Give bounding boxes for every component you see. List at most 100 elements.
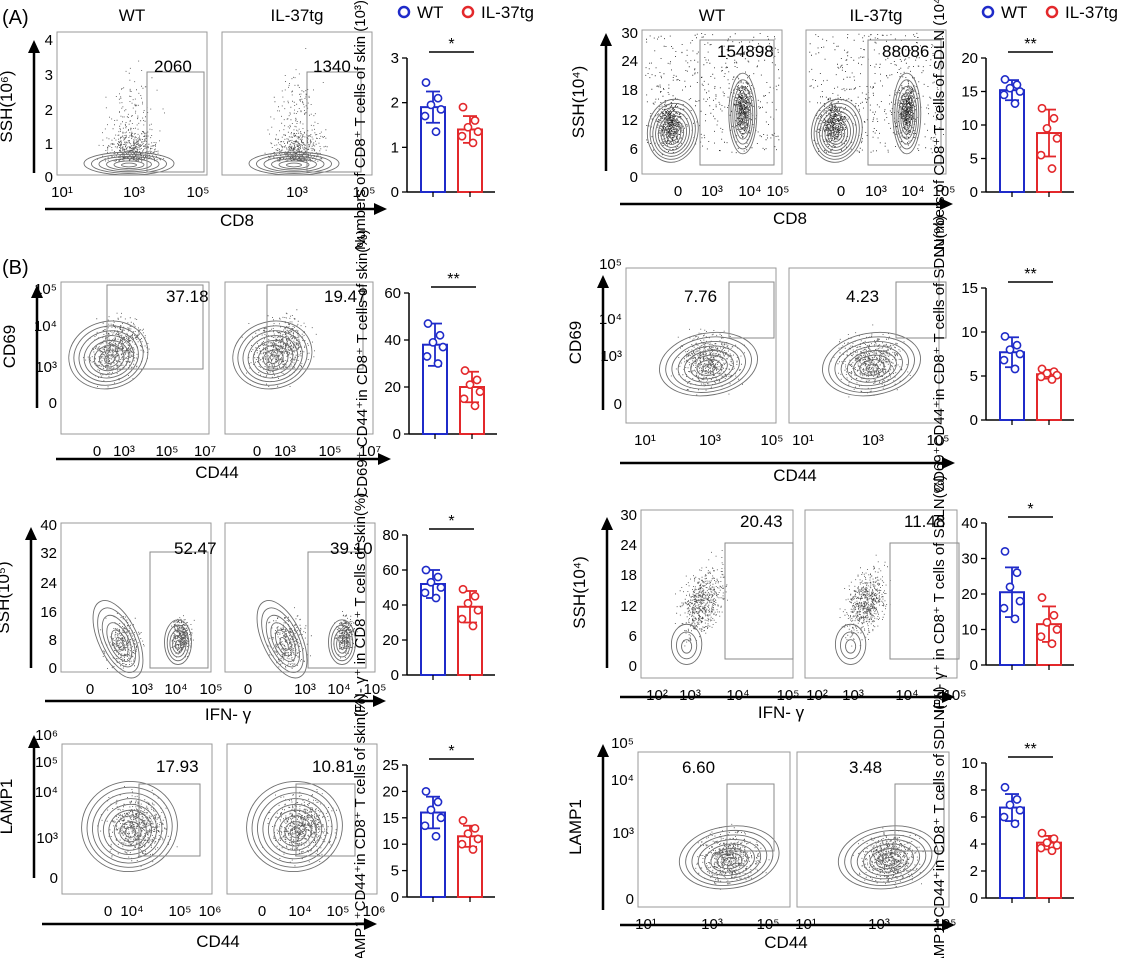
bar-y-axis-title: LAMP1⁺CD44⁺in CD8⁺ T cells of skin(%): [352, 694, 369, 958]
data-point: [1005, 800, 1015, 810]
x-tick-label: 10⁵: [187, 184, 210, 201]
y-tick-label: 6: [629, 628, 637, 645]
y-tick-label: 6: [630, 141, 638, 158]
y-tick-label: 24: [621, 53, 638, 70]
data-point: [420, 821, 430, 831]
x-tick-label: 10²: [806, 687, 828, 704]
flow-plot-frame: [625, 267, 777, 424]
contour-ring: [845, 639, 857, 654]
y-tick-label: 24: [40, 575, 57, 592]
x-tick-label: 10³: [865, 183, 887, 200]
x-arrowhead: [364, 918, 377, 930]
contour-ring: [702, 363, 716, 373]
bar-y-tick-label: 40: [961, 515, 978, 532]
x-tick-label: 0: [104, 903, 112, 920]
contour-ring: [734, 92, 752, 140]
contour-ring: [81, 780, 178, 873]
contour-ring: [102, 803, 158, 855]
y-tick-label: 0: [614, 396, 622, 413]
flow-panel-4: 7.76 4.23 0 10³ 10⁴ 10⁵ 10¹ 10³ 10⁵ 10¹ 10³ 10⁵ CD44…: [566, 256, 955, 485]
y-tick-label: 18: [621, 82, 638, 99]
bar-y-axis-title: Numbers of CD8⁺ T cells of skin (10³): [352, 0, 369, 250]
x-tick-label: 10³: [113, 443, 135, 460]
data-point: [1000, 331, 1010, 341]
contour-ring: [92, 792, 168, 864]
data-point: [458, 102, 468, 112]
contour-ring: [671, 341, 746, 390]
significance-stars: **: [1024, 266, 1036, 283]
contour-ring: [716, 852, 743, 870]
data-point: [468, 621, 478, 631]
y-tick-label: 0: [626, 891, 634, 908]
x-arrowhead: [942, 457, 955, 469]
contour-ring: [88, 339, 130, 375]
contour-ring: [678, 825, 780, 890]
data-point: [436, 104, 446, 114]
contour-ring: [875, 852, 902, 870]
contour-ring: [723, 857, 737, 866]
data-point: [1049, 113, 1059, 123]
data-point: [1036, 632, 1046, 641]
y-axis-title: CD69: [0, 325, 19, 368]
event-dots: [97, 786, 178, 867]
data-point: [428, 337, 438, 347]
data-point: [423, 319, 433, 328]
y-tick-label: 10³: [36, 830, 58, 847]
data-point: [420, 588, 430, 598]
gate-percentage: 37.18: [166, 287, 209, 306]
x-tick-label: 10⁴: [164, 681, 187, 698]
x-tick-label: 10³: [286, 184, 308, 201]
x-tick-label: 10²: [646, 687, 668, 704]
contour-ring: [338, 639, 346, 650]
y-tick-label: 1: [45, 136, 53, 153]
x-tick-label: 0: [258, 903, 266, 920]
contour-ring: [263, 156, 325, 173]
bar-y-tick-label: 40: [384, 332, 401, 349]
data-point: [1015, 349, 1025, 359]
gate-box: [146, 71, 205, 173]
flow-plot-frame: [60, 281, 210, 435]
x-tick-label: 10¹: [634, 432, 656, 449]
x-tick-label: 10³: [274, 443, 296, 460]
x-axis-title: CD44: [773, 466, 816, 485]
data-point: [1000, 782, 1010, 792]
group-label: IL-37tg: [850, 6, 903, 25]
contour-ring: [728, 72, 758, 155]
bar-y-tick-label: 20: [961, 50, 978, 67]
data-point: [1015, 87, 1025, 96]
data-point: [1036, 843, 1046, 853]
bar-y-tick-label: 0: [391, 184, 399, 201]
x-tick-label: 0: [93, 443, 101, 460]
y-tick-label: 12: [620, 598, 637, 615]
y-tick-label: 30: [621, 25, 638, 42]
data-point: [431, 593, 441, 603]
event-dots: [241, 309, 317, 387]
x-arrowhead: [374, 203, 387, 215]
x-tick-label: 10³: [701, 183, 723, 200]
contour-ring: [730, 79, 756, 150]
flow-plot-frame: [788, 267, 940, 424]
data-point: [436, 813, 446, 823]
y-arrowhead: [601, 517, 613, 530]
y-tick-label: 0: [49, 395, 57, 412]
data-point: [420, 111, 430, 121]
data-point: [1047, 164, 1057, 173]
y-axis-title: LAMP1: [566, 799, 585, 855]
contour-ring: [655, 110, 690, 154]
y-tick-label: 10³: [600, 348, 622, 365]
data-point: [421, 565, 431, 575]
contour-ring: [101, 614, 136, 668]
data-point: [468, 845, 478, 854]
data-point: [475, 387, 485, 397]
contour-ring: [646, 98, 699, 163]
y-tick-label: 30: [620, 507, 637, 524]
bar-y-tick-label: 15: [961, 280, 978, 297]
gate-box: [728, 281, 775, 339]
data-point: [457, 839, 467, 849]
data-point: [1015, 596, 1025, 606]
data-point: [999, 355, 1009, 365]
legend-1: WT IL-37tg: [397, 3, 534, 22]
contour-ring: [256, 153, 332, 174]
legend-2: WT IL-37tg: [981, 3, 1118, 22]
